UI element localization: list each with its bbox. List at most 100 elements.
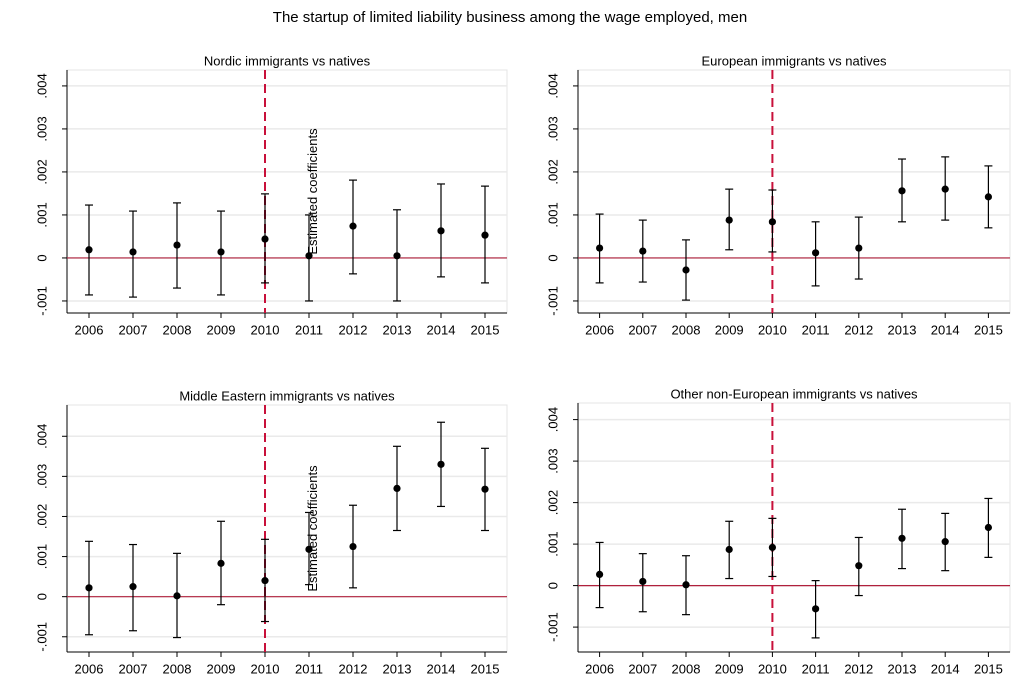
point <box>393 484 401 493</box>
point <box>393 252 401 260</box>
point <box>129 583 137 591</box>
point <box>85 584 93 592</box>
y-tick-label: .003 <box>34 116 49 141</box>
point <box>437 460 445 468</box>
x-tick-label: 2014 <box>427 661 456 676</box>
plot-area <box>66 69 508 314</box>
panel-title: Middle Eastern immigrants vs natives <box>179 388 395 403</box>
x-tick-label: 2014 <box>427 322 456 337</box>
y-tick-label: 0 <box>545 254 560 261</box>
point <box>941 185 949 193</box>
x-tick-label: 2010 <box>758 661 787 676</box>
point <box>261 577 269 585</box>
x-tick-label: 2009 <box>207 661 236 676</box>
point <box>129 248 137 256</box>
point <box>173 592 181 600</box>
y-tick-label: .002 <box>34 159 49 184</box>
point <box>596 244 604 252</box>
y-axis-label: Estimated coefficients <box>305 465 320 592</box>
point <box>349 542 357 551</box>
y-tick-label: 0 <box>34 254 49 261</box>
point <box>725 545 733 554</box>
x-tick-label: 2008 <box>163 322 192 337</box>
x-tick-label: 2010 <box>251 322 280 337</box>
point <box>768 218 777 226</box>
y-tick-label: .004 <box>34 73 49 98</box>
point <box>898 534 906 542</box>
y-axis-label: Estimated coefficients <box>305 128 320 255</box>
x-tick-label: 2013 <box>383 322 412 337</box>
x-tick-label: 2015 <box>471 661 500 676</box>
point <box>349 222 357 230</box>
point <box>261 235 269 243</box>
y-tick-label: 0 <box>545 582 560 589</box>
x-tick-label: 2011 <box>295 322 323 337</box>
point <box>481 485 489 493</box>
y-tick-label: -.001 <box>545 612 560 642</box>
y-tick-label: .001 <box>34 202 49 227</box>
point <box>898 187 906 195</box>
x-tick-label: 2011 <box>295 661 323 676</box>
x-tick-label: 2007 <box>119 661 148 676</box>
x-tick-label: 2012 <box>844 322 873 337</box>
point <box>481 231 489 239</box>
x-tick-label: 2013 <box>888 661 917 676</box>
chart-title: The startup of limited liability busines… <box>273 9 747 26</box>
point <box>984 193 993 201</box>
point <box>639 577 647 586</box>
y-tick-label: 0 <box>34 593 49 600</box>
panel-title: Other non-European immigrants vs natives <box>670 386 918 401</box>
y-tick-label: .001 <box>545 531 560 556</box>
y-tick-label: .004 <box>545 73 560 98</box>
point <box>305 252 313 260</box>
x-tick-label: 2007 <box>628 661 657 676</box>
x-tick-label: 2014 <box>931 322 960 337</box>
x-tick-label: 2008 <box>672 322 701 337</box>
y-tick-label: -.001 <box>34 286 49 316</box>
y-tick-label: .003 <box>545 116 560 141</box>
panel-title: Nordic immigrants vs natives <box>204 53 371 68</box>
y-tick-label: .001 <box>34 544 49 569</box>
point <box>682 581 690 589</box>
x-tick-label: 2006 <box>585 322 614 337</box>
point <box>596 570 604 578</box>
y-tick-label: .001 <box>545 202 560 227</box>
x-tick-label: 2008 <box>163 661 192 676</box>
y-tick-label: .003 <box>545 448 560 473</box>
x-tick-label: 2015 <box>974 322 1003 337</box>
x-tick-label: 2015 <box>974 661 1003 676</box>
point <box>941 538 949 546</box>
point <box>984 523 993 532</box>
plot-area <box>577 69 1011 314</box>
y-tick-label: .002 <box>34 504 49 529</box>
x-tick-label: 2012 <box>339 322 368 337</box>
x-tick-label: 2006 <box>75 661 104 676</box>
point <box>682 266 690 274</box>
point <box>217 248 225 256</box>
x-tick-label: 2010 <box>758 322 787 337</box>
x-tick-label: 2006 <box>75 322 104 337</box>
point <box>85 246 93 254</box>
x-tick-label: 2007 <box>119 322 148 337</box>
plot-area <box>66 404 508 653</box>
x-tick-label: 2015 <box>471 322 500 337</box>
x-tick-label: 2011 <box>802 661 830 676</box>
x-tick-label: 2009 <box>715 661 744 676</box>
point <box>725 216 733 224</box>
x-tick-label: 2009 <box>715 322 744 337</box>
panel-title: European immigrants vs natives <box>702 53 887 68</box>
point <box>217 559 225 567</box>
x-tick-label: 2012 <box>339 661 368 676</box>
point <box>812 249 820 257</box>
point <box>173 241 181 249</box>
point <box>812 605 820 613</box>
y-tick-label: .002 <box>545 490 560 515</box>
point <box>305 545 313 553</box>
point <box>855 244 863 252</box>
point <box>437 227 445 235</box>
plot-area <box>577 402 1011 653</box>
y-tick-label: .004 <box>34 424 49 449</box>
point <box>768 543 777 552</box>
point <box>855 562 863 570</box>
